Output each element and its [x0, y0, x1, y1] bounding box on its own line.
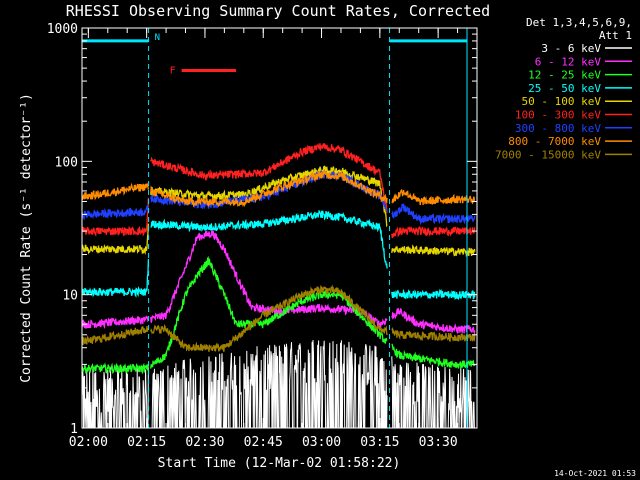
flare-marker-label: F: [170, 66, 176, 77]
legend-title-line: Att 1: [599, 29, 632, 42]
legend-entry-label: 6 - 12 keV: [535, 55, 602, 68]
plot-frame: [81, 27, 478, 429]
x-tick-label: 03:15: [360, 435, 399, 450]
x-tick-label: 02:30: [185, 435, 224, 450]
y-tick-label: 100: [55, 155, 78, 170]
footer-timestamp: 14-Oct-2021 01:53: [554, 469, 636, 478]
chart-title: RHESSI Observing Summary Count Rates, Co…: [66, 2, 490, 20]
legend-entry-label: 7000 - 15000 keV: [495, 148, 601, 161]
y-tick-layer: 1 10 100 1000: [47, 22, 477, 437]
y-tick-label: 10: [62, 289, 78, 304]
x-tick-label: 03:30: [419, 435, 458, 450]
x-tick-label: 03:00: [302, 435, 341, 450]
legend-entry-label: 3 - 6 keV: [541, 42, 601, 55]
legend-entry-label: 300 - 800 keV: [515, 122, 601, 135]
series-line: [82, 170, 476, 208]
legend-title-line: Det 1,3,4,5,6,9,: [526, 16, 632, 29]
x-tick-label: 02:00: [69, 435, 108, 450]
series-line: [82, 255, 476, 375]
y-tick-label: 1000: [47, 22, 78, 37]
series-line: [82, 142, 476, 239]
y-axis-label: Corrected Count Rate (s⁻¹ detector⁻¹): [19, 93, 34, 383]
series-line: [82, 339, 475, 428]
x-axis-label: Start Time (12-Mar-02 01:58:22): [158, 456, 401, 471]
series-layer: [82, 142, 476, 428]
x-tick-label: 02:15: [127, 435, 166, 450]
legend-entry-label: 12 - 25 keV: [528, 69, 601, 82]
y-tick-label: 1: [70, 422, 78, 437]
x-tick-label: 02:45: [244, 435, 283, 450]
series-line: [82, 165, 476, 258]
x-tick-layer: 02:00 02:15 02:30 02:45 03:00 03:15 03:30: [69, 28, 478, 450]
night-marker-label: N: [155, 33, 160, 43]
annotation-layer: NF: [82, 28, 468, 428]
legend-entry-label: 25 - 50 keV: [528, 82, 601, 95]
legend-entry-label: 800 - 7000 keV: [508, 135, 601, 148]
legend-entry-label: 100 - 300 keV: [515, 109, 601, 122]
legend-entry-label: 50 - 100 keV: [522, 95, 602, 108]
series-line: [82, 284, 476, 352]
series-line: [82, 209, 476, 301]
